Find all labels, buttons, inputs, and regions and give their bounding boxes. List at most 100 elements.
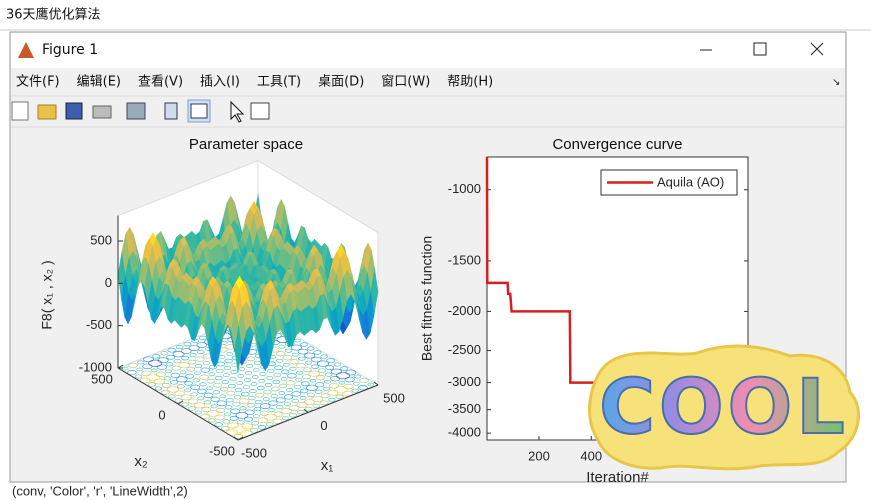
maximize[interactable] (753, 42, 767, 56)
contour (172, 351, 185, 358)
contour (227, 422, 239, 429)
y-tick-label: -2000 (448, 303, 481, 318)
contour (192, 378, 201, 383)
contour (280, 408, 292, 415)
contour (212, 390, 220, 395)
contour (248, 396, 256, 401)
menu-item[interactable]: 文件(F) (16, 75, 60, 90)
contour (299, 395, 307, 400)
menu-item[interactable]: 插入(I) (200, 75, 240, 90)
contour (314, 389, 323, 394)
contour (340, 366, 349, 371)
contour (183, 388, 191, 393)
z-tick-label: 500 (90, 232, 112, 247)
z-tick-label: -500 (86, 317, 112, 332)
contour (243, 416, 254, 422)
contour (283, 394, 294, 400)
contour (183, 341, 192, 347)
menu-item[interactable]: 工具(T) (257, 75, 301, 90)
contour (150, 368, 158, 373)
contour (224, 358, 233, 364)
contour (168, 394, 176, 399)
x1-tick (233, 436, 239, 441)
contour (197, 388, 207, 394)
contour (246, 356, 256, 362)
sticker-text: COOL (599, 362, 848, 451)
contour (194, 402, 206, 409)
menu-item[interactable]: 窗口(W) (381, 74, 430, 90)
plot-title: Parameter space (189, 136, 303, 153)
contour (278, 391, 286, 395)
contour (313, 350, 322, 355)
contour (160, 351, 168, 356)
contour (278, 383, 288, 389)
contour (194, 364, 203, 369)
title-bar (11, 33, 845, 68)
contour (216, 407, 226, 413)
contour (201, 406, 212, 413)
contour (240, 391, 250, 397)
contour (273, 411, 284, 417)
contour (281, 416, 289, 421)
close[interactable] (810, 42, 824, 56)
contour (320, 354, 328, 359)
contour (147, 382, 156, 387)
contour (259, 410, 269, 416)
contour (219, 386, 229, 392)
contour (300, 381, 310, 387)
open-icon[interactable] (37, 104, 57, 120)
contour (127, 369, 137, 376)
contour (236, 420, 245, 425)
contour (328, 382, 340, 389)
contour (308, 370, 320, 377)
figure-title: Figure 1 (42, 42, 98, 58)
x1-tick-label: 500 (383, 390, 405, 405)
menu-item[interactable]: 查看(V) (138, 74, 183, 90)
legend-glyph (190, 103, 208, 119)
contour (173, 359, 182, 364)
menu-item[interactable]: 编辑(E) (77, 75, 121, 90)
app-title: 36天鹰优化算法 (6, 7, 101, 23)
contour (155, 371, 166, 378)
z-tick-label: 0 (105, 275, 112, 290)
new-icon[interactable] (11, 101, 29, 121)
contour (264, 413, 278, 421)
contour (274, 365, 283, 371)
pointer-icon[interactable] (230, 100, 245, 123)
contour (328, 397, 336, 402)
print-icon[interactable] (92, 105, 112, 119)
contour (152, 354, 161, 359)
contour (194, 371, 201, 376)
contour (199, 374, 209, 380)
contour (311, 356, 322, 363)
contour (170, 372, 180, 378)
inspector-icon[interactable] (250, 102, 270, 120)
contour (134, 374, 143, 379)
contour (223, 412, 231, 417)
save-icon[interactable] (65, 102, 83, 120)
contour (333, 386, 348, 394)
contour (304, 352, 316, 359)
matlab-icon (18, 42, 34, 58)
colorbar-icon[interactable] (164, 102, 178, 120)
contour (306, 392, 315, 398)
contour (253, 407, 262, 412)
contour (225, 398, 234, 403)
link-icon[interactable] (126, 102, 146, 120)
contour (268, 400, 278, 406)
series-line (485, 156, 607, 384)
contour (276, 351, 286, 357)
menu-item[interactable]: 桌面(D) (318, 75, 364, 90)
x2-tick-label: 0 (158, 407, 165, 422)
contour (188, 345, 200, 351)
menu-item[interactable]: 帮助(H) (447, 75, 493, 90)
contour (214, 422, 223, 427)
x1-tick-label: 0 (320, 418, 327, 433)
contour (351, 388, 359, 393)
contour (305, 360, 313, 365)
contour (160, 390, 170, 395)
contour (239, 406, 247, 411)
contour (304, 406, 313, 412)
contour (137, 360, 145, 365)
contour (181, 348, 192, 354)
